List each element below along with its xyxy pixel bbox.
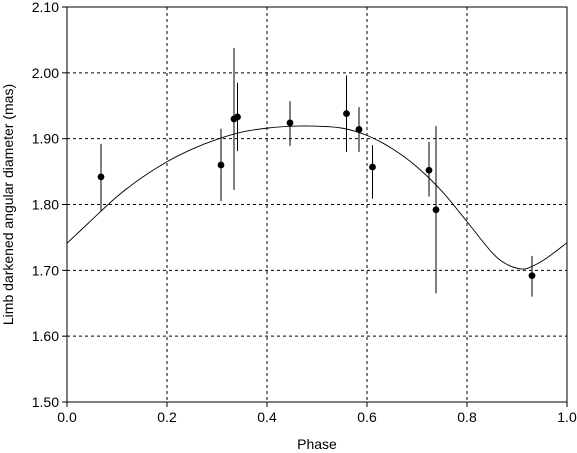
y-tick-label: 1.80 xyxy=(32,197,59,213)
x-axis-title: Phase xyxy=(297,436,337,452)
ticks: 0.0 0.2 0.4 0.6 0.8 1.0 1.50 1.60 1.70 1.80 1.90 2.… xyxy=(32,0,577,425)
y-axis-title: Limb darkened angular diameter (mas) xyxy=(0,84,16,325)
data-point xyxy=(528,272,536,279)
data-point xyxy=(217,161,225,169)
x-tick-label: 1.0 xyxy=(557,409,577,425)
y-tick-label: 1.90 xyxy=(32,131,59,147)
grid xyxy=(67,7,567,402)
x-tick-label: 0.2 xyxy=(157,409,177,425)
y-tick-label: 1.70 xyxy=(32,262,59,278)
x-tick-label: 0.4 xyxy=(257,409,277,425)
y-tick-label: 1.60 xyxy=(32,328,59,344)
model-curve-layer xyxy=(66,125,568,270)
data-point xyxy=(343,110,350,118)
data-point xyxy=(355,126,363,133)
data-points-layer xyxy=(97,47,536,297)
x-tick-label: 0.6 xyxy=(357,409,377,425)
x-tick-label: 0.8 xyxy=(457,409,477,425)
y-tick-label: 1.50 xyxy=(32,394,59,410)
data-point xyxy=(432,206,440,214)
x-tick-label: 0.0 xyxy=(57,409,77,425)
data-point xyxy=(425,166,433,174)
y-tick-label: 2.10 xyxy=(32,0,59,15)
model-curve-line xyxy=(66,125,568,270)
data-point xyxy=(286,119,294,127)
data-point xyxy=(369,163,376,171)
y-tick-label: 2.00 xyxy=(32,65,59,81)
data-point xyxy=(234,113,241,121)
data-point xyxy=(97,173,105,181)
